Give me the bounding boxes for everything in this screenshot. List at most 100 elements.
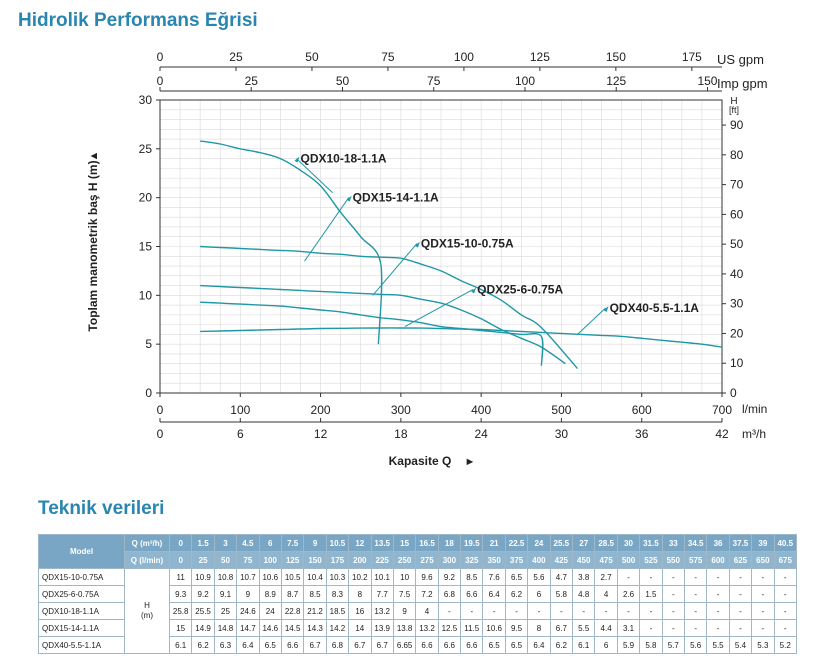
table-cell: 25.8: [168, 602, 193, 620]
performance-chart: 0510152025300102030405060708090H[ft]Topl…: [86, 50, 768, 468]
q-m3h-value: 36: [706, 534, 730, 552]
impgpm-tick-label: 75: [427, 74, 441, 88]
table-cell: -: [527, 602, 551, 620]
x-tick-label: 700: [712, 403, 732, 417]
q-lmin-value: 175: [325, 551, 350, 569]
q-lmin-value: 500: [616, 551, 641, 569]
table-cell: -: [661, 585, 685, 603]
table-cell: 5.3: [751, 636, 775, 654]
table-cell: -: [728, 568, 753, 586]
table-cell: 5.2: [773, 636, 797, 654]
table-cell: 6.2: [191, 636, 215, 654]
q-lmin-value: 525: [639, 551, 663, 569]
table-cell: -: [706, 568, 730, 586]
table-cell: 6.7: [549, 619, 574, 637]
table-header-row: Model Q (m³/h) 0 1.5 3 4.5 6 7.5 9 10.5 12 13.5 15 16…: [38, 534, 797, 569]
q-lmin-value: 675: [773, 551, 797, 569]
table-cell: -: [639, 568, 663, 586]
table-cell: 14: [348, 619, 372, 637]
spec-table: Model Q (m³/h) 0 1.5 3 4.5 6 7.5 9 10.5 12 13.5 15 16…: [38, 534, 797, 654]
model-name: QDX10-18-1.1A: [38, 602, 125, 620]
y2-tick-label: 20: [730, 326, 744, 340]
table-cell: 6: [594, 636, 618, 654]
table-cell: -: [616, 602, 641, 620]
table-cell: -: [549, 602, 574, 620]
series-leader-arrow: [346, 195, 352, 202]
table-cell: 9.6: [415, 568, 439, 586]
x-axis-label: Kapasite Q: [389, 454, 452, 468]
table-cell: 14.3: [303, 619, 327, 637]
table-cell: 10.7: [236, 568, 260, 586]
y2-tick-label: 0: [730, 386, 737, 400]
table-cell: 14.7: [236, 619, 260, 637]
table-row: QDX40-5.5-1.1A 6.1 6.2 6.3 6.4 6.5 6.6 6.7 6.8 6.…: [38, 636, 797, 654]
q-lmin-value: 150: [303, 551, 327, 569]
h-label-cell: H (m): [124, 568, 170, 654]
table-cell: 5.7: [661, 636, 685, 654]
table-cell: -: [661, 568, 685, 586]
section-subtitle: Teknik verileri: [38, 498, 165, 519]
page-title: Hidrolik Performans Eğrisi: [18, 10, 258, 31]
q-m3h-value: 30: [616, 534, 641, 552]
table-cell: -: [572, 602, 596, 620]
usgpm-tick-label: 125: [530, 50, 550, 64]
table-row: QDX15-10-0.75A H (m) 11 10.9 10.8 10.7 10.6 10.5…: [38, 568, 797, 654]
q-lmin-value: 650: [751, 551, 775, 569]
q-m3h-label: Q (m³/h): [124, 534, 170, 552]
table-cell: 21.2: [303, 602, 327, 620]
x-tick-label: 600: [632, 403, 652, 417]
series-curve-QDX25-6-0.75A: [200, 301, 544, 366]
series-leader: [577, 307, 606, 335]
table-cell: -: [504, 602, 529, 620]
table-cell: -: [706, 602, 730, 620]
x-tick-label: 0: [157, 403, 164, 417]
q-lmin-value: 100: [258, 551, 282, 569]
model-name: QDX40-5.5-1.1A: [38, 636, 125, 654]
q-lmin-value: 0: [168, 551, 193, 569]
table-cell: 13.2: [370, 602, 394, 620]
series-label: QDX15-14-1.1A: [353, 191, 439, 205]
y-tick-label: 25: [139, 142, 153, 156]
m3h-tick-label: 0: [157, 427, 164, 441]
usgpm-tick-label: 175: [682, 50, 702, 64]
table-cell: 6.5: [504, 568, 529, 586]
table-cell: 8.3: [325, 585, 350, 603]
table-cell: 24.6: [236, 602, 260, 620]
table-cell: 24: [258, 602, 282, 620]
q-lmin-value: 275: [415, 551, 439, 569]
table-cell: 15: [168, 619, 193, 637]
x-unit-impgpm: Imp gpm: [717, 76, 768, 91]
q-lmin-value: 300: [437, 551, 462, 569]
q-m3h-value: 25.5: [549, 534, 574, 552]
table-cell: -: [594, 602, 618, 620]
q-lmin-value: 25: [191, 551, 215, 569]
table-cell: 9.2: [191, 585, 215, 603]
table-cell: 6.5: [504, 636, 529, 654]
impgpm-tick-label: 50: [336, 74, 350, 88]
table-cell: 6.1: [168, 636, 193, 654]
q-m3h-value: 9: [303, 534, 327, 552]
table-cell: -: [773, 568, 797, 586]
table-cell: 7.2: [415, 585, 439, 603]
table-cell: 10.2: [348, 568, 372, 586]
table-cell: -: [661, 602, 685, 620]
table-cell: 7.6: [482, 568, 506, 586]
q-m3h-value: 34.5: [683, 534, 708, 552]
usgpm-tick-label: 75: [381, 50, 395, 64]
table-row: QDX10-18-1.1A 25.8 25.5 25 24.6 24 22.8 21.2 18.…: [38, 602, 797, 620]
x-tick-label: 500: [551, 403, 571, 417]
impgpm-tick-label: 0: [157, 74, 164, 88]
q-m3h-value: 21: [482, 534, 506, 552]
x-axis-arrow: ►: [465, 456, 476, 468]
h-unit: (m): [141, 611, 153, 620]
table-cell: 6.6: [280, 636, 305, 654]
table-cell: 6.6: [415, 636, 439, 654]
table-cell: -: [683, 585, 708, 603]
table-cell: 6.2: [504, 585, 529, 603]
q-m3h-value: 37.5: [728, 534, 753, 552]
q-lmin-value: 375: [504, 551, 529, 569]
table-cell: 9.3: [168, 585, 193, 603]
series-label: QDX40-5.5-1.1A: [610, 301, 700, 315]
table-cell: 25.5: [191, 602, 215, 620]
q-m3h-value: 33: [661, 534, 685, 552]
